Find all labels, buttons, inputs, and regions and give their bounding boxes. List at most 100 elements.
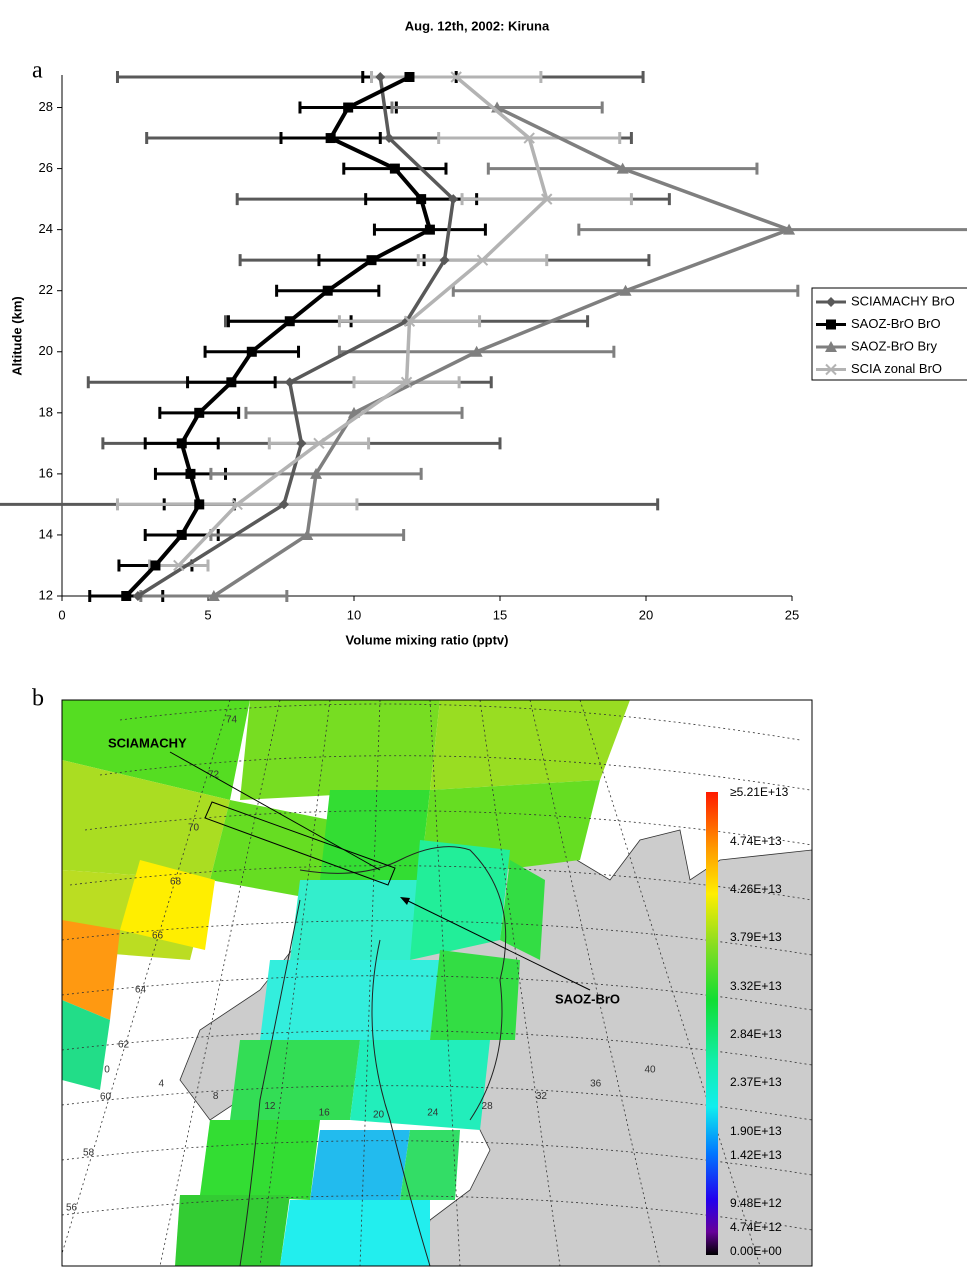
legend-label: SCIAMACHY BrO: [851, 293, 955, 308]
pixel: [410, 840, 510, 960]
marker: [541, 193, 553, 205]
series-line: [136, 76, 456, 598]
marker: [616, 162, 629, 174]
marker: [476, 254, 489, 266]
pixel: [62, 760, 230, 880]
map-frame: [61, 699, 813, 1267]
pixel: [430, 950, 520, 1040]
marker: [246, 346, 257, 357]
marker: [121, 591, 132, 601]
colorbar-label: 4.74E+12: [730, 1220, 782, 1234]
colorbar-label: ≥5.21E+13: [730, 785, 789, 799]
lon-label: 32: [536, 1091, 548, 1102]
marker: [826, 319, 836, 330]
lon-label: 36: [590, 1079, 602, 1090]
y-tick-label: 22: [39, 282, 53, 297]
marker: [207, 590, 220, 601]
marker: [173, 559, 185, 572]
y-tick-label: 18: [39, 404, 53, 419]
y-tick-label: 24: [39, 221, 53, 236]
marker: [296, 438, 307, 449]
lat-label: 72: [208, 770, 220, 781]
marker: [284, 377, 295, 388]
pixel: [62, 920, 120, 1020]
pixel: [430, 700, 630, 790]
legend: SCIAMACHY BrO SAOZ-BrO BrO SAOZ-BrO Bry SCI…: [811, 287, 967, 381]
marker: [150, 560, 161, 571]
x-axis-label: Volume mixing ratio (pptv): [346, 632, 509, 647]
pixel: [500, 860, 545, 960]
marker: [389, 163, 400, 174]
sciamachy-pixel: [204, 801, 396, 886]
lon-label: 12: [264, 1101, 276, 1112]
chart-title: Aug. 12th, 2002: Kiruna: [405, 18, 550, 33]
lat-label: 66: [152, 931, 164, 942]
marker: [278, 499, 289, 510]
lon-label: 28: [482, 1101, 494, 1112]
plot: 12 14 16 18 20 22 24 26 28 0 5 10 15 20 25: [0, 71, 967, 622]
marker: [284, 316, 295, 327]
marker: [366, 255, 377, 266]
marker: [310, 467, 323, 479]
pixel: [230, 1040, 360, 1120]
y-tick-label: 16: [39, 465, 53, 480]
x-tick-label: 25: [785, 607, 799, 622]
lon-label: 8: [213, 1091, 219, 1102]
marker: [439, 255, 450, 266]
x-tick-label: 20: [639, 607, 653, 622]
colorbar-label: 4.26E+13: [730, 882, 782, 896]
lat-label: 68: [170, 877, 182, 888]
colorbar-label: 1.42E+13: [730, 1148, 782, 1162]
marker: [403, 315, 416, 327]
lon-label: 0: [104, 1065, 110, 1076]
marker: [301, 528, 314, 540]
annotation: SAOZ-BrO: [555, 991, 620, 1006]
lon-label: 24: [427, 1107, 439, 1118]
pixel: [200, 1120, 320, 1200]
marker: [176, 438, 187, 449]
y-tick-label: 28: [39, 99, 53, 114]
x-tick-label: 10: [347, 607, 361, 622]
marker: [322, 285, 333, 296]
lat-label: 64: [135, 985, 147, 996]
x-tick-label: 15: [493, 607, 507, 622]
marker: [416, 194, 427, 205]
marker: [450, 71, 462, 83]
marker: [400, 376, 413, 389]
pixel: [400, 1130, 460, 1200]
legend-label: SAOZ-BrO BrO: [851, 316, 941, 331]
marker: [325, 133, 336, 144]
marker: [313, 437, 325, 450]
pixel: [260, 960, 440, 1040]
colorbar-label: 4.74E+13: [730, 834, 782, 848]
y-tick-label: 12: [39, 587, 53, 602]
marker: [384, 133, 395, 144]
marker: [424, 224, 435, 235]
legend-label: SCIA zonal BrO: [851, 361, 942, 376]
pixel: [290, 880, 420, 960]
pixel: [120, 860, 215, 950]
pixel: [62, 1000, 110, 1090]
annotation: SCIAMACHY: [108, 735, 187, 750]
lat-label: 74: [226, 715, 238, 726]
x-tick-label: 5: [204, 607, 211, 622]
colorbar-label: 9.48E+12: [730, 1196, 782, 1210]
y-tick-label: 14: [39, 526, 53, 541]
lat-label: 62: [118, 1040, 130, 1051]
colorbar-label: 3.79E+13: [730, 930, 782, 944]
marker: [404, 72, 415, 82]
marker: [343, 102, 354, 113]
lon-label: 20: [373, 1110, 385, 1121]
y-tick-label: 20: [39, 343, 53, 358]
colorbar: [706, 792, 718, 1255]
lat-label: 58: [83, 1148, 95, 1159]
panel-label: a: [32, 58, 43, 84]
lon-label: 4: [159, 1079, 165, 1090]
y-tick-label: 26: [39, 160, 53, 175]
lat-label: 70: [188, 823, 200, 834]
marker: [783, 223, 796, 235]
marker: [132, 591, 143, 601]
lon-label: 16: [319, 1107, 331, 1118]
pixel: [62, 700, 250, 800]
